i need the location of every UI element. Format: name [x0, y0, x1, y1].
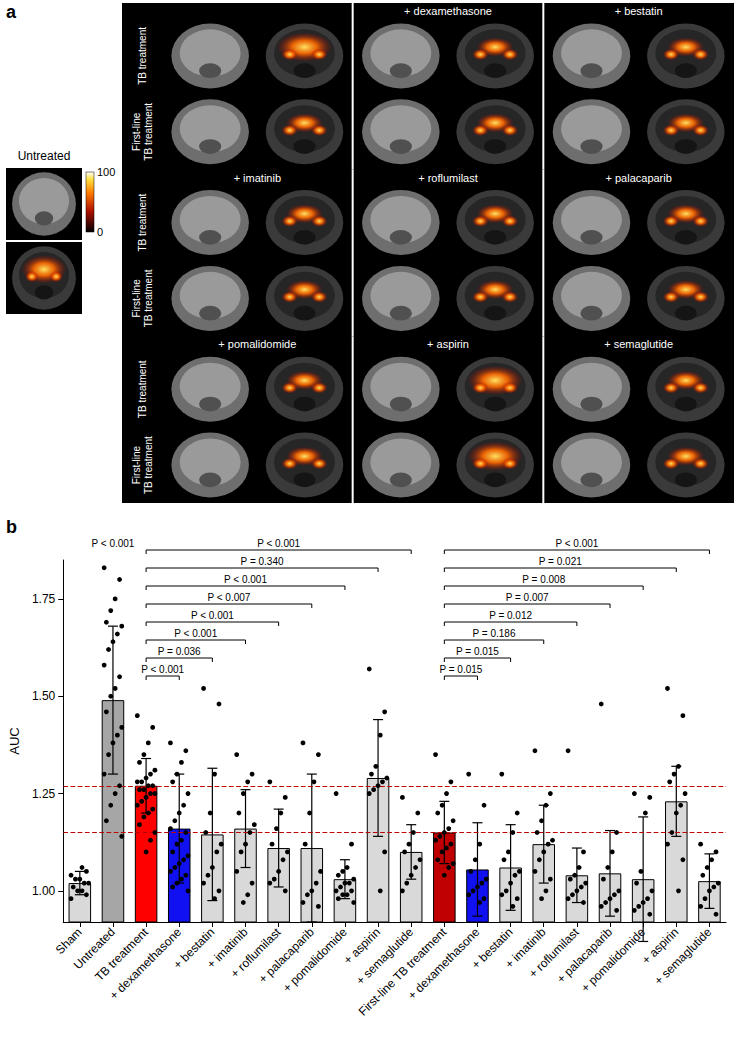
svg-text:AUC: AUC [7, 727, 22, 754]
svg-text:+ bestatin: + bestatin [468, 925, 516, 972]
svg-text:+ dexamethasone: + dexamethasone [404, 5, 492, 17]
svg-text:+ imatinib: + imatinib [204, 925, 251, 972]
svg-text:+ imatinib: + imatinib [502, 925, 549, 972]
svg-text:+ bestatin: + bestatin [170, 925, 218, 972]
svg-text:+ semaglutide: + semaglutide [651, 925, 714, 988]
svg-text:Untreated: Untreated [70, 925, 118, 973]
svg-text:+ aspirin: + aspirin [427, 338, 469, 350]
svg-text:TB treatment: TB treatment [137, 193, 148, 251]
svg-text:P = 0.036: P = 0.036 [158, 646, 201, 657]
svg-text:+ semaglutide: + semaglutide [353, 925, 417, 988]
svg-text:TB treatment: TB treatment [92, 925, 151, 984]
svg-text:P = 0.012: P = 0.012 [489, 610, 532, 621]
svg-text:TB treatment: TB treatment [143, 269, 154, 327]
svg-text:First-line: First-line [131, 445, 142, 484]
svg-text:b: b [6, 517, 17, 537]
svg-text:+ roflumilast: + roflumilast [418, 172, 478, 184]
svg-text:+ pomalidomide: + pomalidomide [280, 925, 350, 995]
svg-text:+ palacaparib: + palacaparib [553, 925, 615, 987]
svg-text:1.50: 1.50 [32, 689, 56, 703]
svg-text:+ roflumilast: + roflumilast [526, 925, 582, 981]
svg-text:First-line: First-line [131, 112, 142, 151]
svg-text:P < 0.001: P < 0.001 [224, 574, 267, 585]
svg-text:100: 100 [97, 166, 115, 178]
svg-text:P = 0.015: P = 0.015 [439, 664, 482, 675]
svg-text:P < 0.001: P < 0.001 [257, 538, 300, 549]
svg-text:a: a [6, 2, 17, 22]
svg-text:+ dexamethasone: + dexamethasone [404, 925, 483, 1003]
svg-text:+ dexamethasone: + dexamethasone [106, 925, 185, 1003]
svg-text:TB treatment: TB treatment [143, 103, 154, 161]
svg-text:TB treatment: TB treatment [137, 360, 148, 418]
svg-text:TB treatment: TB treatment [143, 436, 154, 494]
svg-text:+ aspirin: + aspirin [639, 925, 682, 968]
svg-text:P = 0.186: P = 0.186 [473, 628, 516, 639]
svg-text:P < 0.001: P < 0.001 [92, 538, 135, 549]
svg-text:+ imatinib: + imatinib [234, 172, 281, 184]
svg-text:P = 0.008: P = 0.008 [522, 574, 565, 585]
svg-text:+ bestatin: + bestatin [615, 5, 663, 17]
svg-text:P = 0.015: P = 0.015 [456, 646, 499, 657]
svg-text:P < 0.007: P < 0.007 [207, 592, 250, 603]
svg-text:P = 0.021: P = 0.021 [539, 556, 582, 567]
svg-text:P = 0.340: P = 0.340 [241, 556, 284, 567]
svg-text:P < 0.001: P < 0.001 [141, 664, 184, 675]
svg-text:P < 0.001: P < 0.001 [174, 628, 217, 639]
svg-text:+ palacaparib: + palacaparib [255, 925, 317, 987]
svg-text:Untreated: Untreated [18, 149, 71, 163]
svg-text:+ aspirin: + aspirin [340, 925, 383, 968]
svg-text:TB treatment: TB treatment [137, 27, 148, 85]
svg-text:1.00: 1.00 [32, 884, 56, 898]
svg-text:First-line: First-line [131, 279, 142, 318]
svg-text:+ roflumilast: + roflumilast [227, 925, 284, 981]
svg-text:+ semaglutide: + semaglutide [604, 338, 673, 350]
svg-text:P = 0.007: P = 0.007 [506, 592, 549, 603]
svg-text:1.75: 1.75 [32, 592, 56, 606]
svg-text:+ pomalidomide: + pomalidomide [578, 925, 648, 995]
svg-text:+ pomalidomide: + pomalidomide [218, 338, 296, 350]
svg-text:P < 0.001: P < 0.001 [555, 538, 598, 549]
svg-text:P < 0.001: P < 0.001 [191, 610, 234, 621]
svg-text:0: 0 [97, 226, 103, 238]
svg-text:+ palacaparib: + palacaparib [605, 172, 671, 184]
svg-text:Sham: Sham [52, 925, 85, 958]
svg-text:1.25: 1.25 [32, 787, 56, 801]
svg-text:First-line TB treatment: First-line TB treatment [355, 925, 450, 1019]
